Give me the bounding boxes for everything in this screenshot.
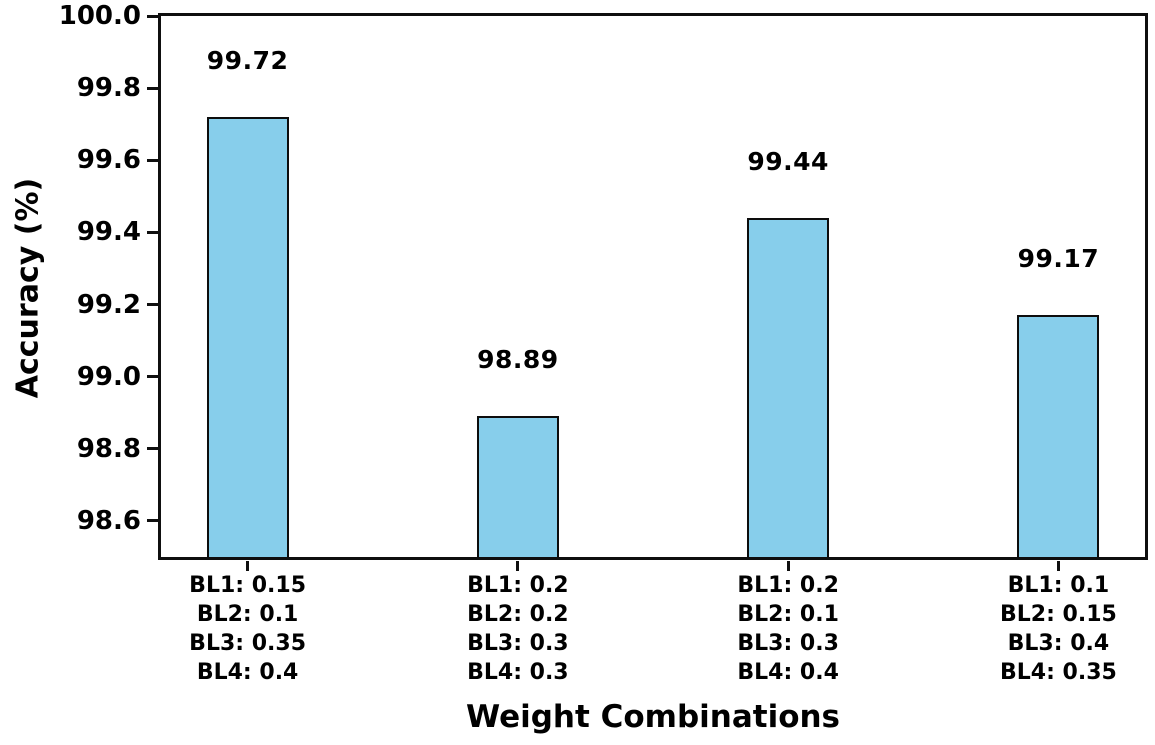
x-axis-category-label: BL1: 0.2 BL2: 0.2 BL3: 0.3 BL4: 0.3	[378, 571, 658, 687]
category-line: BL4: 0.4	[196, 660, 299, 685]
bar-value-label: 99.72	[206, 45, 289, 75]
x-axis-category-label: BL1: 0.2 BL2: 0.1 BL3: 0.3 BL4: 0.4	[648, 571, 928, 687]
x-axis-category-label: BL1: 0.1 BL2: 0.15 BL3: 0.4 BL4: 0.35	[918, 571, 1155, 687]
category-line: BL3: 0.35	[189, 631, 307, 656]
y-axis-tick-mark	[147, 86, 158, 90]
y-axis-tick-mark	[147, 230, 158, 234]
category-line: BL3: 0.4	[1007, 631, 1110, 656]
bar-value-label: 98.89	[477, 345, 559, 375]
y-axis-tick-mark	[147, 303, 158, 307]
category-line: BL3: 0.3	[737, 631, 839, 656]
bar-value-label: 99.17	[1017, 244, 1100, 274]
y-axis-tick-label: 100.0	[58, 1, 141, 31]
x-axis-tick-mark	[246, 561, 250, 571]
category-line: BL2: 0.1	[737, 602, 839, 627]
y-axis-tick-label: 98.6	[76, 505, 141, 536]
category-line: BL4: 0.35	[999, 660, 1117, 685]
y-axis-tick-label: 99.2	[76, 289, 141, 320]
x-axis-title: Weight Combinations	[465, 699, 841, 735]
category-line: BL4: 0.3	[467, 660, 569, 685]
x-axis-tick-mark	[1056, 561, 1060, 571]
y-axis-tick-label: 99.0	[76, 361, 141, 392]
plot-area: 100.0 99.8 99.6 99.4 99.2 99.0 98.8 98.6 99.72 BL…	[59, 1, 1148, 685]
category-line: BL2: 0.2	[467, 602, 569, 627]
y-axis-tick-mark	[147, 14, 158, 18]
category-line: BL1: 0.1	[1007, 573, 1110, 598]
category-line: BL2: 0.1	[196, 602, 299, 627]
y-axis-tick-mark	[147, 519, 158, 523]
category-line: BL1: 0.2	[467, 573, 569, 598]
x-axis-tick-mark	[786, 561, 790, 571]
category-line: BL4: 0.4	[737, 660, 839, 685]
bar	[206, 117, 289, 557]
y-axis-tick-label: 99.6	[76, 145, 141, 176]
category-line: BL2: 0.15	[999, 602, 1117, 627]
x-axis-tick-mark	[516, 561, 520, 571]
bar	[1017, 315, 1100, 557]
y-axis-tick-label: 98.8	[76, 433, 141, 464]
category-line: BL1: 0.2	[737, 573, 839, 598]
category-line: BL1: 0.15	[189, 573, 307, 598]
category-line: BL3: 0.3	[467, 631, 569, 656]
bar	[747, 217, 830, 557]
y-axis-tick-label: 99.8	[76, 73, 141, 104]
bar-value-label: 99.44	[747, 146, 829, 176]
y-axis-tick-label: 99.4	[76, 217, 141, 248]
bar	[476, 416, 559, 557]
y-axis-tick-mark	[147, 447, 158, 451]
y-axis-tick-mark	[147, 158, 158, 162]
x-axis-category-label: BL1: 0.15 BL2: 0.1 BL3: 0.35 BL4: 0.4	[108, 571, 388, 687]
y-axis-tick-mark	[147, 375, 158, 379]
